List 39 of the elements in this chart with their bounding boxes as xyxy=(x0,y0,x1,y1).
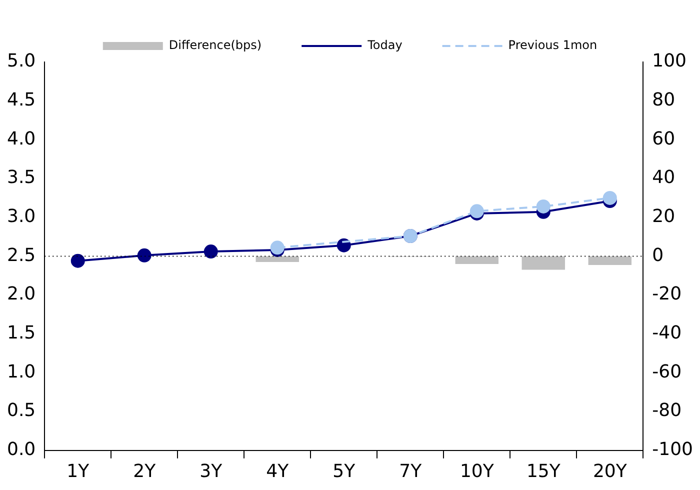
point xyxy=(137,248,152,262)
x-tick-label: 15Y xyxy=(526,460,562,482)
y2-tick-label: -40 xyxy=(652,322,682,344)
y2-tick-label: -80 xyxy=(652,400,682,422)
x-tick-label: 1Y xyxy=(66,460,90,482)
y2-tick-label: 40 xyxy=(652,167,676,188)
x-tick-label: 10Y xyxy=(460,460,495,482)
y-tick-label: 2.0 xyxy=(6,284,36,305)
y-tick-label: 3.5 xyxy=(6,167,36,188)
y-tick-label: 0.5 xyxy=(6,400,36,422)
y2-tick-label: -60 xyxy=(652,361,682,382)
y2-tick-label: 100 xyxy=(652,50,687,72)
x-tick-label: 20Y xyxy=(592,460,628,482)
y2-tick-label: -20 xyxy=(652,284,682,305)
point xyxy=(536,199,550,214)
y-tick-label: 3.0 xyxy=(6,206,36,228)
x-tick-label: 3Y xyxy=(200,460,224,482)
x-tick-label: 4Y xyxy=(266,460,290,482)
legend-label: Difference(bps) xyxy=(168,38,262,52)
y2-tick-label: 60 xyxy=(652,128,676,150)
y2-tick-label: 20 xyxy=(652,206,676,228)
y2-tick-label: 80 xyxy=(652,90,676,111)
y2-tick-label: -100 xyxy=(652,439,694,460)
y-tick-label: 5.0 xyxy=(6,50,36,72)
legend-label: Previous 1mon xyxy=(508,38,598,52)
point xyxy=(70,254,85,268)
point xyxy=(602,190,617,205)
y-tick-label: 4.5 xyxy=(6,90,36,111)
y-tick-label: 1.5 xyxy=(6,322,36,344)
point xyxy=(204,244,218,259)
legend-label: Today xyxy=(366,38,402,52)
x-tick-label: 5Y xyxy=(332,460,356,482)
y-tick-label: 4.0 xyxy=(6,128,36,150)
x-tick-label: 7Y xyxy=(399,460,423,482)
y-tick-label: 0.0 xyxy=(6,439,36,460)
y-tick-label: 2.5 xyxy=(6,244,36,266)
y-tick-label: 1.0 xyxy=(6,361,36,382)
y2-tick-label: 0 xyxy=(652,244,664,266)
x-tick-label: 2Y xyxy=(133,460,157,482)
